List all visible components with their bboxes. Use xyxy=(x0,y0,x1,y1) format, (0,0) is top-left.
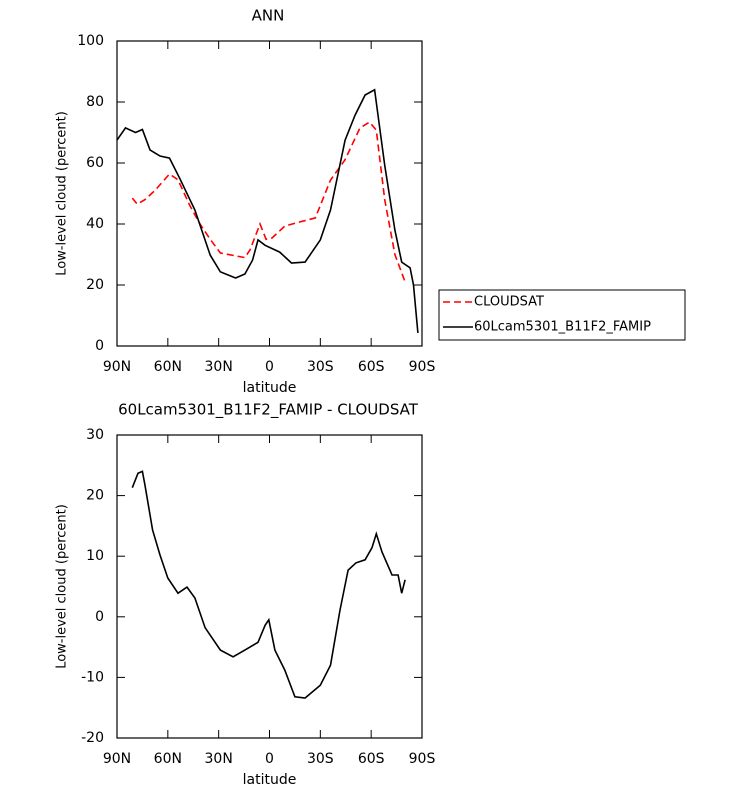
y-tick-label: 20 xyxy=(86,277,104,293)
data-line xyxy=(131,470,406,699)
x-tick-label: 60S xyxy=(358,359,385,375)
y-tick-label: 10 xyxy=(86,548,104,564)
x-tick-label: 30S xyxy=(307,751,334,767)
y-tick-label: -20 xyxy=(81,730,104,746)
y-tick-label: -10 xyxy=(81,669,104,685)
x-tick-label: 30N xyxy=(205,359,233,375)
y-tick-label: 30 xyxy=(86,427,104,443)
y-tick-label: 0 xyxy=(95,338,104,354)
y-tick-label: 40 xyxy=(86,216,104,232)
x-tick-label: 0 xyxy=(265,751,274,767)
plot-frame xyxy=(116,40,423,347)
chart-title: ANN xyxy=(252,7,285,25)
x-tick-label: 60S xyxy=(358,751,385,767)
x-tick-label: 90S xyxy=(409,359,436,375)
x-tick-label: 0 xyxy=(265,359,274,375)
legend-label: CLOUDSAT xyxy=(474,295,544,310)
x-tick-label: 30N xyxy=(205,751,233,767)
x-tick-label: 30S xyxy=(307,359,334,375)
x-tick-label: 90N xyxy=(103,359,131,375)
x-tick-label: 90S xyxy=(409,751,436,767)
x-axis-label: latitude xyxy=(243,772,297,788)
y-tick-label: 60 xyxy=(86,155,104,171)
y-tick-label: 100 xyxy=(77,33,104,49)
x-axis-label: latitude xyxy=(243,380,297,396)
x-tick-label: 60N xyxy=(154,751,182,767)
data-line xyxy=(116,88,419,333)
legend-label: 60Lcam5301_B11F2_FAMIP xyxy=(474,320,651,335)
legend-box xyxy=(438,289,686,341)
y-tick-label: 80 xyxy=(86,94,104,110)
data-line xyxy=(131,121,406,283)
x-tick-label: 60N xyxy=(154,359,182,375)
plot-frame xyxy=(116,434,423,739)
y-tick-label: 0 xyxy=(95,609,104,625)
y-axis-label: Low-level cloud (percent) xyxy=(55,504,70,669)
chart-title: 60Lcam5301_B11F2_FAMIP - CLOUDSAT xyxy=(118,401,419,420)
y-tick-label: 20 xyxy=(86,488,104,504)
x-tick-label: 90N xyxy=(103,751,131,767)
y-axis-label: Low-level cloud (percent) xyxy=(55,111,70,276)
